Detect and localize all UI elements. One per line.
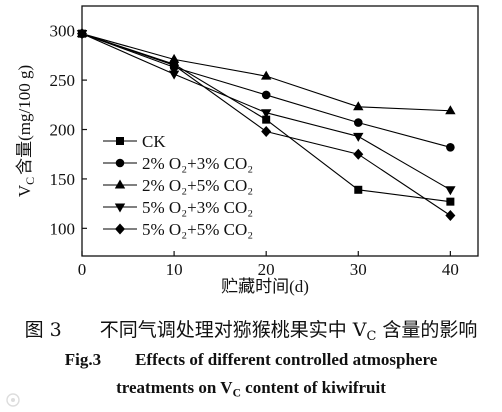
- legend-item-ck: CK: [103, 132, 166, 151]
- y-tick-label: 300: [50, 22, 76, 41]
- figure-number-en: Fig.3: [64, 350, 102, 369]
- data-point-2-o2-3-co2: [446, 143, 455, 152]
- y-axis: 100 150 200 250 300: [50, 22, 87, 238]
- data-point-5-o2-5-co2: [445, 209, 456, 221]
- y-tick-label: 250: [50, 71, 76, 90]
- data-point-5-o2-5-co2: [169, 59, 180, 71]
- figure-caption-cn: 图 3 不同气调处理对猕猴桃果实中 VC 含量的影响: [0, 318, 502, 344]
- caption-en-line-1-text: Effects of different controlled atmosphe…: [135, 350, 438, 369]
- y-axis-label-text: 含量(mg/100 g): [15, 65, 34, 175]
- caption-cn-text-after: 含量的影响: [376, 319, 478, 341]
- watermark-logo-icon: [6, 393, 20, 407]
- data-point-2-o2-3-co2: [353, 118, 363, 127]
- x-tick-label: 40: [442, 260, 459, 279]
- data-point-ck: [446, 197, 455, 206]
- data-point-2-o2-5-co2: [260, 70, 272, 80]
- series-line-5-o2-5-co2: [81, 33, 451, 216]
- legend-label: 5% O₂+5% CO₂: [142, 220, 253, 239]
- legend-marker-triangle-up: [114, 179, 126, 189]
- data-point-5-o2-3-co2: [445, 186, 456, 196]
- legend-item-5-o2-3-co2: 5% O₂+3% CO₂: [103, 198, 253, 217]
- x-axis-label: 贮藏时间(d): [221, 277, 309, 296]
- x-axis: 0 10 20 30 40: [78, 251, 459, 279]
- data-point-2-o2-5-co2: [353, 101, 364, 111]
- caption-cn-subscript: C: [366, 328, 377, 344]
- x-tick-label: 20: [258, 260, 275, 279]
- series-5-o2-5-co2: [77, 28, 456, 221]
- caption-cn-text-before: 不同气调处理对猕猴桃果实中 V: [99, 319, 367, 341]
- data-point-5-o2-5-co2: [261, 125, 272, 137]
- legend-item-5-o2-5-co2: 5% O₂+5% CO₂: [103, 220, 253, 239]
- series-2-o2-5-co2: [76, 28, 456, 115]
- y-tick-label: 200: [50, 121, 76, 140]
- y-axis-label-symbol: V: [15, 184, 34, 197]
- caption-en-line-2-before: treatments on V: [116, 378, 233, 397]
- chart-legend: CK 2% O₂+3% CO₂ 2% O₂+5% CO₂ 5% O₂+3% CO₂ 5%…: [103, 132, 253, 239]
- legend-marker-diamond: [115, 223, 125, 235]
- figure-number-cn: 图 3: [24, 319, 62, 341]
- data-point-5-o2-5-co2: [353, 148, 364, 160]
- caption-en-line-2-subscript: C: [232, 386, 241, 400]
- figure-caption-en-line-2: treatments on VC content of kiwifruit: [0, 376, 502, 400]
- data-point-5-o2-5-co2: [77, 28, 87, 40]
- y-tick-label: 100: [50, 219, 76, 238]
- x-tick-label: 0: [78, 260, 87, 279]
- data-point-5-o2-3-co2: [353, 132, 364, 142]
- legend-label: CK: [142, 132, 166, 151]
- series-5-o2-3-co2: [76, 30, 456, 196]
- data-point-2-o2-3-co2: [261, 90, 271, 100]
- legend-marker-square: [116, 137, 124, 145]
- legend-label: 2% O₂+3% CO₂: [142, 154, 253, 173]
- vc-content-line-chart: 0 10 20 30 40 100 150 200 250 300 CK 2% O₂+3% CO₂…: [15, 5, 479, 296]
- data-point-5-o2-3-co2: [260, 109, 272, 119]
- x-tick-label: 30: [350, 260, 367, 279]
- data-point-2-o2-5-co2: [445, 105, 456, 115]
- legend-marker-circle: [115, 158, 125, 168]
- watermark-logo: [6, 393, 20, 407]
- data-point-2-o2-5-co2: [168, 53, 180, 63]
- data-point-5-o2-3-co2: [168, 70, 180, 80]
- y-axis-label: VC 含量(mg/100 g): [15, 65, 37, 197]
- data-point-ck: [262, 115, 271, 124]
- series-group: [76, 28, 456, 221]
- legend-marker-triangle-down: [114, 203, 126, 213]
- legend-label: 5% O₂+3% CO₂: [142, 198, 253, 217]
- watermark-logo-dot: [11, 398, 15, 402]
- x-tick-label: 10: [166, 260, 183, 279]
- legend-item-2-o2-5-co2: 2% O₂+5% CO₂: [103, 176, 253, 195]
- legend-item-2-o2-3-co2: 2% O₂+3% CO₂: [103, 154, 253, 173]
- y-axis-label-subscript: C: [23, 177, 37, 185]
- plot-frame: [81, 5, 479, 257]
- data-point-ck: [354, 185, 363, 194]
- legend-label: 2% O₂+5% CO₂: [142, 176, 253, 195]
- figure-caption-en-line-1: Fig.3 Effects of different controlled atm…: [0, 348, 502, 372]
- caption-en-line-2-after: content of kiwifruit: [240, 378, 386, 397]
- y-tick-label: 150: [50, 170, 76, 189]
